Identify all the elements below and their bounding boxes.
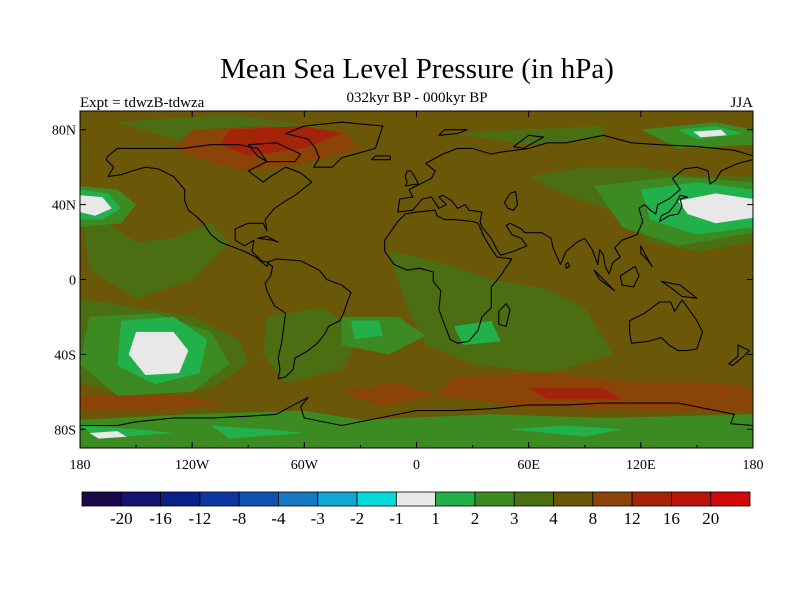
y-tick-label: 80S [54, 423, 76, 438]
pressure-field [80, 111, 753, 448]
colorbar-label: -12 [189, 509, 212, 528]
colorbar-swatch [671, 491, 712, 507]
coastline-antarctica [80, 396, 753, 448]
season-label: JJA [730, 95, 753, 111]
coastline-south-america [264, 258, 352, 380]
field-region-low1 [80, 195, 230, 299]
colorbar-swatch [317, 491, 358, 507]
x-tick-label: 180 [70, 458, 91, 473]
field-region-low4 [128, 331, 189, 375]
field-region-high2 [528, 388, 623, 400]
field-region-high2 [220, 126, 342, 156]
colorbar-label: -2 [350, 509, 364, 528]
colorbar-label: -3 [311, 509, 325, 528]
field-region-low4 [89, 431, 127, 439]
field-region-low3 [351, 320, 383, 340]
x-axis: 180 120W 60W 0 60E 120E 180 [70, 111, 764, 473]
field-region-low3 [453, 320, 501, 345]
field-region-low1 [263, 307, 361, 383]
colorbar-label: -1 [389, 509, 403, 528]
colorbar-label: -8 [232, 509, 246, 528]
colorbar-label: 20 [702, 509, 719, 528]
y-tick-label: 40N [52, 199, 76, 214]
coastline-new-guinea [660, 280, 698, 299]
experiment-label: Expt = tdwzB-tdwza [80, 95, 205, 111]
x-tick-label: 120W [175, 458, 210, 473]
coastline-british-isles [404, 170, 419, 187]
coastline-madagascar [498, 303, 511, 327]
coastline-eurasia [397, 134, 753, 275]
y-tick-label: 80N [52, 124, 76, 139]
colorbar-label: 12 [624, 509, 641, 528]
coastline-japan [658, 194, 689, 223]
field-region-low3 [210, 425, 305, 439]
colorbar-label: -20 [110, 509, 133, 528]
field-region-high1 [341, 382, 436, 407]
colorbar-swatch [160, 491, 201, 507]
colorbar-swatch [553, 491, 594, 507]
caspian-sea-outline [503, 190, 519, 211]
colorbar-swatch [710, 491, 751, 507]
field-region-high1 [80, 395, 230, 411]
colorbar-label: 2 [471, 509, 480, 528]
colorbar-swatch [395, 491, 437, 507]
coastline-cuba [257, 235, 279, 243]
field-region-low2 [80, 410, 753, 448]
colorbar-label: 4 [549, 509, 558, 528]
coastlines [80, 121, 753, 448]
y-axis: 80N 40N 0 40S 80S [52, 124, 753, 438]
coastline-north-america [105, 144, 313, 267]
coastline-borneo [619, 265, 640, 288]
coastline-baffin-island [247, 142, 302, 163]
colorbar-label: 16 [663, 509, 680, 528]
x-tick-label: 60W [291, 458, 319, 473]
colorbar-swatch [238, 491, 279, 507]
colorbar-swatch [631, 491, 672, 507]
field-region-low4 [80, 195, 112, 216]
y-tick-label: 0 [69, 274, 76, 289]
coastline-indonesia [593, 269, 616, 292]
colorbar-swatch [592, 491, 633, 507]
field-region-low3 [510, 425, 623, 437]
colorbar-swatch [199, 491, 240, 507]
coastline-svalbard [438, 129, 468, 136]
y-tick-label: 40S [54, 348, 76, 363]
colorbar-label: 1 [431, 509, 440, 528]
plot-subtitle: 032kyr BP - 000kyr BP [346, 90, 488, 106]
coastline-sri-lanka [565, 262, 571, 269]
colorbar-label: -16 [149, 509, 172, 528]
colorbar-swatch [278, 491, 319, 507]
x-tick-label: 60E [517, 458, 540, 473]
field-region-low1 [388, 251, 613, 374]
colorbar-swatch [81, 491, 122, 507]
colorbar-label: 8 [589, 509, 598, 528]
coastline-new-zealand [728, 344, 750, 367]
colorbar-swatch [474, 491, 515, 507]
colorbar-swatch [513, 491, 554, 507]
x-tick-label: 0 [413, 458, 420, 473]
coastline-greenland [285, 121, 384, 168]
colorbar-swatch [356, 491, 397, 507]
x-tick-label: 180 [743, 458, 764, 473]
colorbar-label: 3 [510, 509, 519, 528]
coastline-novaya-zemlya [513, 134, 545, 149]
x-tick-label: 120E [626, 458, 656, 473]
colorbar: -20 -16 -12 -8 -4 -3 -2 -1 1 2 3 4 8 12 16 20 [81, 491, 751, 528]
coastline-africa [384, 209, 513, 344]
coastline-philippines [640, 245, 653, 267]
coastline-australia [629, 299, 704, 352]
colorbar-swatch [435, 491, 476, 507]
field-region-low4 [693, 129, 727, 138]
colorbar-label: -4 [271, 509, 286, 528]
plot-title: Mean Sea Level Pressure (in hPa) [220, 53, 614, 85]
field-region-low4 [678, 193, 753, 224]
coastline-iceland [371, 155, 391, 161]
colorbar-swatch [120, 491, 161, 507]
